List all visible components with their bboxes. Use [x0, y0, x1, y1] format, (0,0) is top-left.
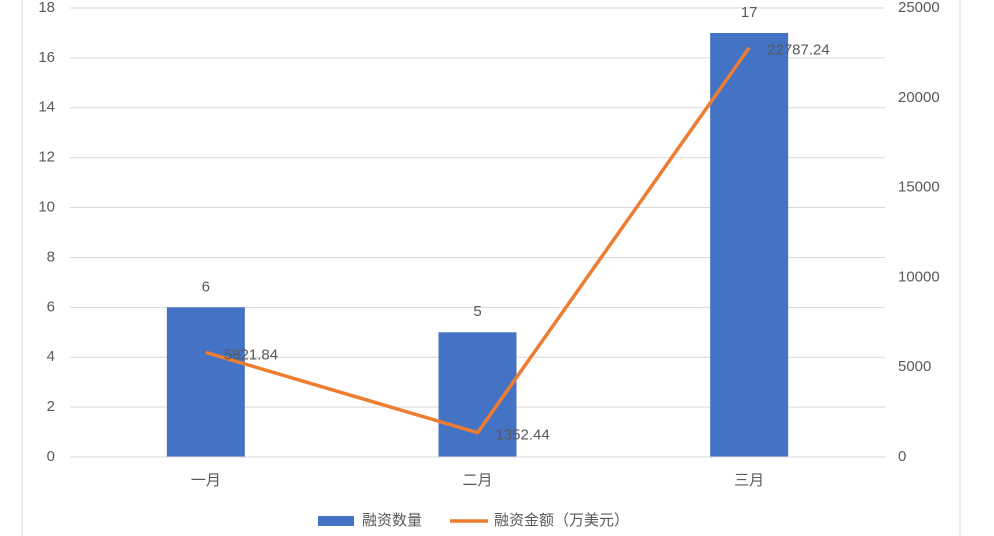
y-tick-label: 2 — [47, 398, 55, 415]
y2-tick-label: 20000 — [898, 89, 940, 106]
legend-swatch — [318, 516, 354, 526]
y-tick-label: 8 — [47, 248, 55, 265]
y-tick-label: 10 — [38, 199, 55, 216]
line-value-label: 5821.84 — [224, 346, 278, 363]
y-tick-label: 12 — [38, 149, 55, 166]
y2-tick-label: 10000 — [898, 268, 940, 285]
line-value-label: 22787.24 — [767, 42, 830, 59]
bar-value-label: 17 — [741, 4, 758, 21]
y2-tick-label: 5000 — [898, 358, 931, 375]
bar — [166, 307, 245, 457]
legend-label: 融资数量 — [362, 512, 422, 529]
x-tick-label: 二月 — [462, 472, 492, 489]
x-tick-label: 三月 — [734, 472, 764, 489]
y-tick-label: 16 — [38, 49, 55, 66]
legend-label: 融资金额（万美元） — [494, 512, 629, 529]
y-tick-label: 4 — [47, 348, 55, 365]
y2-tick-label: 0 — [898, 448, 906, 465]
y-tick-label: 18 — [38, 0, 55, 16]
y2-tick-label: 25000 — [898, 0, 940, 16]
y-tick-label: 6 — [47, 298, 55, 315]
bar-value-label: 5 — [473, 303, 481, 320]
bar — [710, 32, 789, 457]
x-tick-label: 一月 — [191, 472, 221, 489]
line-value-label: 1352.44 — [496, 427, 550, 444]
y-tick-label: 0 — [47, 448, 55, 465]
y2-tick-label: 15000 — [898, 179, 940, 196]
bar-value-label: 6 — [202, 278, 210, 295]
y-tick-label: 14 — [38, 99, 55, 116]
line — [205, 46, 751, 435]
